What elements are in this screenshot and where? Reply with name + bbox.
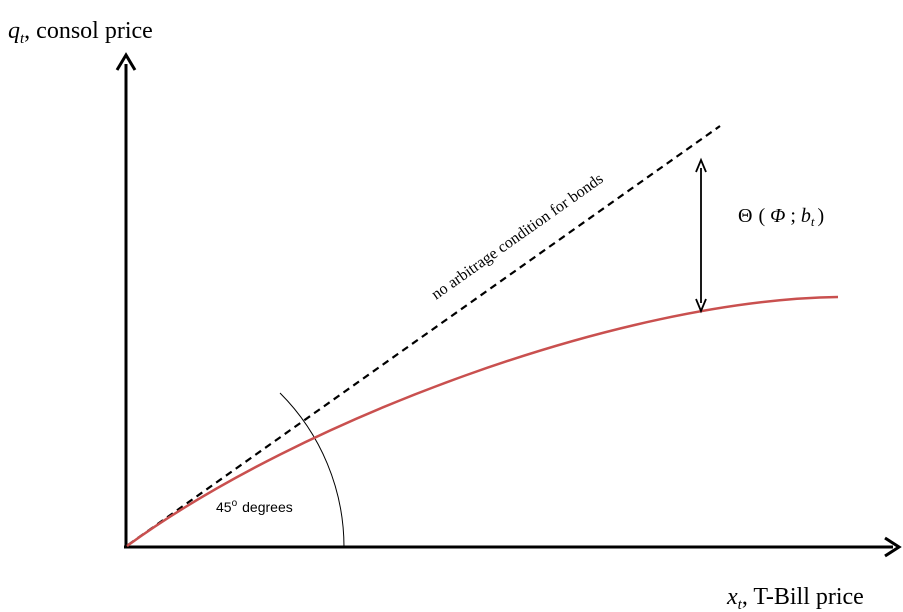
x-axis-label: xt, T-Bill price — [726, 584, 864, 612]
no-arbitrage-label: no arbitrage condition for bonds — [428, 170, 606, 303]
x-axis — [124, 536, 902, 558]
no-arbitrage-line — [127, 125, 721, 546]
y-axis-label: qt, consol price — [8, 18, 153, 47]
consol-price-curve — [126, 295, 839, 548]
y-axis — [115, 52, 137, 548]
x-axis-arrowhead — [884, 536, 902, 558]
gap-label: Θ(Φ; bt) — [738, 205, 824, 229]
gap-arrow — [695, 157, 707, 314]
y-axis-arrowhead — [115, 52, 137, 71]
angle-label: 45o degrees — [216, 498, 293, 515]
angle-arc — [279, 392, 345, 548]
